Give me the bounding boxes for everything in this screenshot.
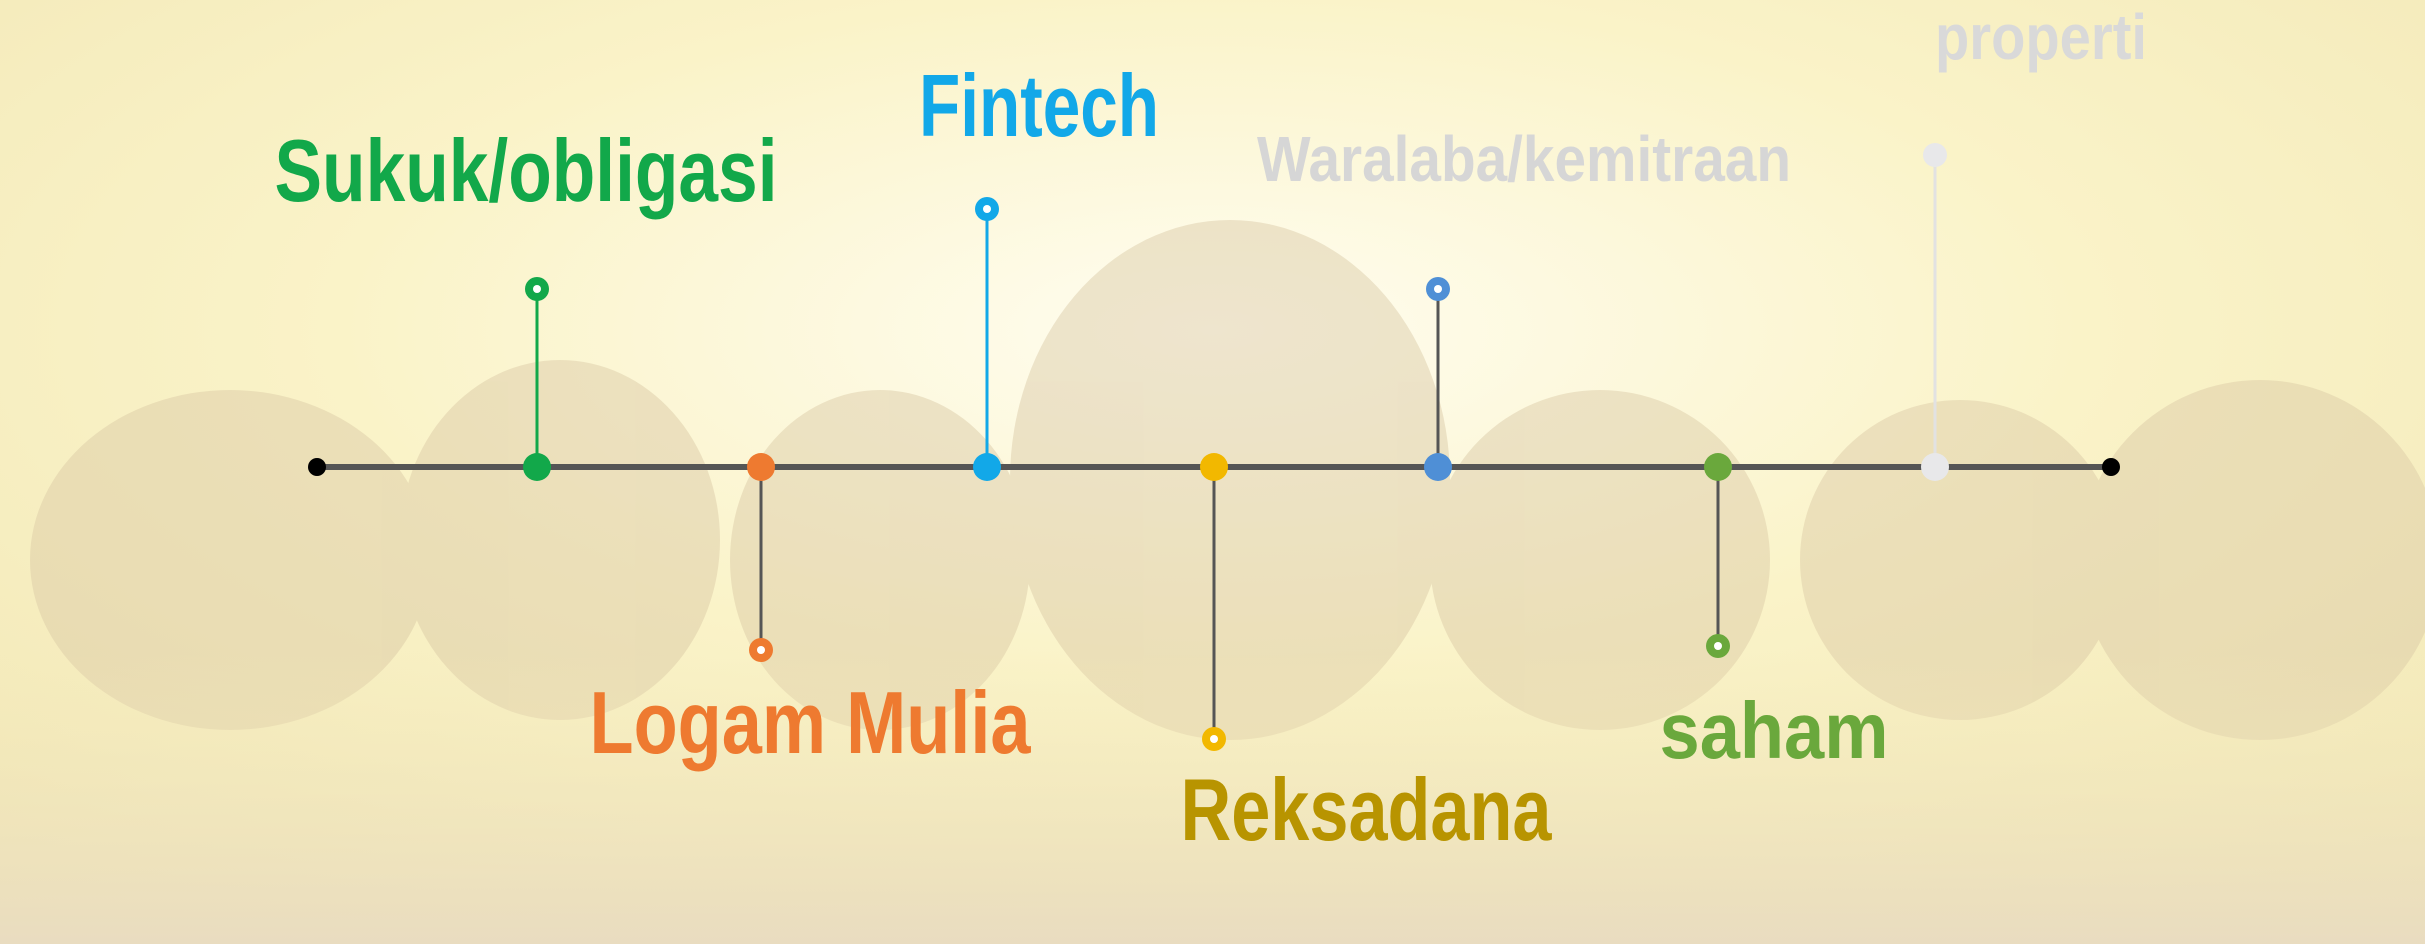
item-label: Logam Mulia [590, 673, 1032, 772]
stem-end-center [1210, 735, 1218, 743]
stem-end-center [983, 205, 991, 213]
node [973, 453, 1001, 481]
node [523, 453, 551, 481]
stem-end-center [533, 285, 541, 293]
node [1921, 453, 1949, 481]
item-label: saham [1660, 686, 1889, 775]
item-label: Waralaba/kemitraan [1257, 123, 1791, 195]
axis-start [308, 458, 326, 476]
node [1424, 453, 1452, 481]
horse-silhouettes [30, 220, 2425, 740]
stem-end-center [1714, 642, 1722, 650]
stem-end-center [757, 646, 765, 654]
node [747, 453, 775, 481]
node [1200, 453, 1228, 481]
stem-end-center [1434, 285, 1442, 293]
axis-end [2102, 458, 2120, 476]
item-label: properti [1935, 1, 2147, 73]
timeline-items: Sukuk/obligasi Logam Mulia Fintech Reksadan… [275, 1, 2148, 859]
item-label: Reksadana [1181, 760, 1553, 859]
stem-end [1923, 143, 1947, 167]
item-label: Fintech [919, 56, 1159, 155]
item-label: Sukuk/obligasi [275, 121, 778, 220]
node [1704, 453, 1732, 481]
